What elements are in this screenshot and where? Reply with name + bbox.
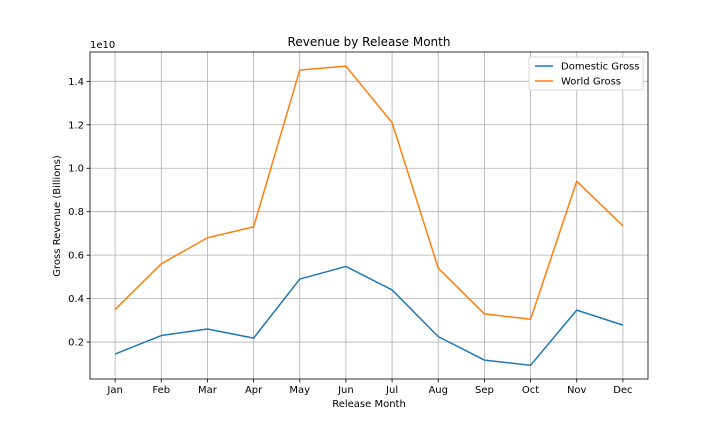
data-point <box>299 278 301 280</box>
y-tick-label: 1.2 <box>68 120 84 131</box>
x-tick-label: Mar <box>198 385 218 396</box>
data-point <box>160 334 162 336</box>
x-tick-label: Nov <box>567 385 587 396</box>
y-tick-label: 0.2 <box>68 338 84 349</box>
data-point <box>483 313 485 315</box>
data-point <box>576 180 578 182</box>
x-tick-label: Sep <box>475 385 494 396</box>
data-point <box>391 121 393 123</box>
data-point <box>391 289 393 291</box>
x-tick-label: Feb <box>152 385 170 396</box>
x-tick-label: Dec <box>613 385 632 396</box>
data-point <box>529 364 531 366</box>
data-point <box>206 328 208 330</box>
x-tick-label: Oct <box>522 385 539 396</box>
x-tick-label: Apr <box>245 385 263 396</box>
series-line-domestic <box>114 265 624 367</box>
y-axis-offset-label: 1e10 <box>90 40 115 51</box>
data-point <box>299 69 301 71</box>
x-tick-label: Jun <box>337 385 354 396</box>
legend-label-domestic: Domestic Gross <box>561 62 639 73</box>
x-axis-label: Release Month <box>332 399 406 410</box>
y-tick-label: 1.0 <box>68 164 84 175</box>
data-point <box>160 263 162 265</box>
x-tick-label: Jul <box>385 385 398 396</box>
data-point <box>529 318 531 320</box>
axis-ticks: Jan Feb Mar Apr May Jun Jul Aug Sep Oct Nov Dec 0.2 0… <box>68 77 632 396</box>
x-tick-label: Jan <box>106 385 122 396</box>
series-line-world <box>114 65 624 320</box>
legend-box <box>528 56 644 91</box>
y-tick-label: 0.8 <box>68 207 84 218</box>
legend-label-world: World Gross <box>561 77 621 88</box>
x-tick-label: Aug <box>428 385 448 396</box>
data-point <box>622 225 624 227</box>
data-point <box>345 265 347 267</box>
y-tick-label: 1.4 <box>68 77 84 88</box>
data-point <box>437 335 439 337</box>
data-point <box>206 237 208 239</box>
data-point <box>622 324 624 326</box>
y-tick-label: 0.4 <box>68 294 84 305</box>
data-point <box>345 65 347 67</box>
data-point <box>252 337 254 339</box>
data-point <box>114 308 116 310</box>
data-point <box>114 353 116 355</box>
y-axis-label: Gross Revenue (Billions) <box>52 155 63 277</box>
chart-title: Revenue by Release Month <box>288 35 451 49</box>
data-point <box>483 359 485 361</box>
y-tick-label: 0.6 <box>68 251 84 262</box>
x-tick-label: May <box>289 385 310 396</box>
series-lines <box>114 65 624 367</box>
data-point <box>252 226 254 228</box>
legend: Domestic Gross World Gross <box>528 56 644 91</box>
data-point <box>437 267 439 269</box>
plot-frame <box>89 51 649 380</box>
data-point <box>576 309 578 311</box>
